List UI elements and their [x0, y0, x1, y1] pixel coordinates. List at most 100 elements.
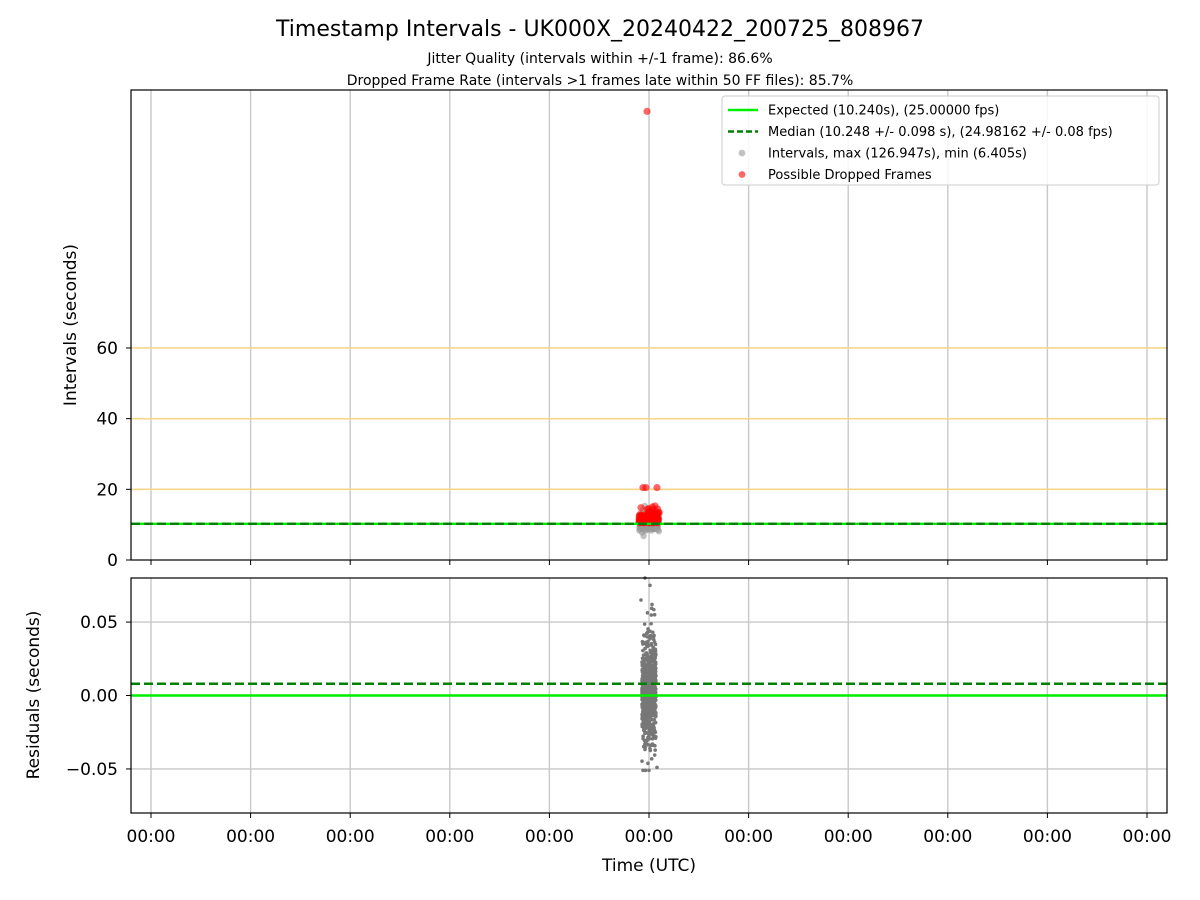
dropped-frame-point [643, 107, 651, 115]
residual-point [642, 723, 647, 727]
residual-point [648, 636, 652, 641]
x-tick-label: 00:00 [824, 827, 873, 847]
residual-point [640, 709, 645, 714]
residual-point [646, 723, 650, 728]
top-y-tick-label: 40 [96, 410, 118, 430]
residual-point [653, 669, 658, 674]
residual-point [653, 714, 658, 719]
residual-point [643, 716, 647, 721]
residual-point [645, 698, 650, 703]
legend-dropped-frames-swatch [738, 171, 746, 178]
residual-point [645, 631, 649, 636]
residual-point [645, 711, 650, 716]
residual-point [645, 611, 650, 615]
residual-point [650, 708, 654, 712]
residuals-panel: 00:00 00:00 00:00 00:00 00:00 00:00 00:00 00:00… [66, 576, 1172, 847]
residual-point [654, 735, 658, 739]
residual-point [651, 685, 656, 689]
residual-point [648, 658, 652, 663]
residual-point [642, 666, 647, 671]
residual-point [650, 654, 654, 659]
legend-dropped-frames-label: Possible Dropped Frames [768, 168, 932, 183]
residual-point [643, 729, 647, 734]
bottom-y-tick-label: 0.00 [80, 687, 118, 707]
residual-point [647, 670, 651, 675]
residual-point [640, 759, 644, 763]
residual-point [645, 687, 650, 692]
dropped-frame-point [637, 504, 645, 512]
residual-point [642, 622, 647, 626]
x-tick-label: 00:00 [425, 827, 474, 847]
residual-point [641, 663, 646, 667]
x-tick-label: 00:00 [724, 827, 773, 847]
x-tick-label: 00:00 [1123, 827, 1172, 847]
residual-point [646, 715, 651, 720]
x-tick-label: 00:00 [226, 827, 275, 847]
residual-point [651, 630, 655, 635]
dropped-frame-point [636, 510, 644, 519]
figure-title: Timestamp Intervals - UK000X_20240422_20… [275, 17, 924, 42]
dropped-frame-point [649, 509, 658, 517]
dropped-frame-point [655, 508, 663, 516]
residual-point [653, 743, 657, 748]
dropped-frame-point [653, 484, 661, 492]
residual-point [641, 648, 645, 653]
residual-point [642, 702, 647, 707]
residual-point [649, 712, 654, 716]
residual-point [650, 727, 654, 732]
top-plot-frame [130, 89, 1168, 561]
intervals-panel: 0 20 40 60 Expected (10.240s), (25.00000 fps… [96, 89, 1168, 571]
residual-point [649, 690, 654, 694]
interval-point [640, 532, 647, 540]
top-y-tick-label: 60 [96, 339, 118, 359]
residual-point [642, 634, 647, 638]
residual-point [650, 737, 655, 741]
residual-point [641, 719, 646, 724]
residual-point [652, 640, 657, 644]
residual-point [655, 765, 659, 770]
residual-point [652, 612, 657, 617]
legend-expected-label: Expected (10.240s), (25.00000 fps) [768, 104, 999, 119]
residual-point [652, 607, 656, 612]
residual-point [651, 634, 656, 639]
residual-point [641, 768, 645, 773]
dropped-frame-point [654, 514, 662, 522]
residual-point [646, 627, 650, 631]
x-tick-label: 00:00 [625, 827, 674, 847]
residual-point [649, 613, 654, 617]
residual-point [646, 643, 651, 648]
legend-intervals-swatch [738, 149, 746, 157]
x-tick-label: 00:00 [326, 827, 375, 847]
residual-point [644, 673, 649, 678]
residual-point [647, 768, 651, 773]
residual-point [643, 657, 647, 661]
residual-point [647, 732, 651, 737]
x-tick-label: 00:00 [127, 827, 176, 847]
residual-point [653, 647, 658, 652]
residual-point [645, 738, 649, 743]
legend-box [721, 95, 1160, 186]
bottom-plot-frame [130, 577, 1168, 814]
legend: Expected (10.240s), (25.00000 fps) Median… [721, 95, 1160, 186]
residual-point [649, 621, 653, 626]
residual-point [649, 671, 654, 676]
residual-point [641, 679, 646, 683]
residual-point [648, 746, 652, 751]
residual-point [641, 744, 646, 749]
residual-point [649, 641, 654, 646]
residual-point [649, 743, 654, 747]
residual-point [654, 652, 658, 657]
residual-point [645, 653, 650, 657]
residual-point [645, 635, 650, 639]
dropped-frame-point [651, 502, 659, 510]
residual-point [645, 704, 650, 708]
residual-point [646, 761, 650, 766]
residual-point [649, 667, 654, 672]
residual-point [650, 705, 655, 709]
residual-point [640, 660, 644, 664]
residual-point [648, 650, 653, 655]
x-axis-label: Time (UTC) [601, 856, 696, 876]
top-y-tick-label: 20 [96, 480, 118, 500]
residual-point [653, 663, 658, 668]
